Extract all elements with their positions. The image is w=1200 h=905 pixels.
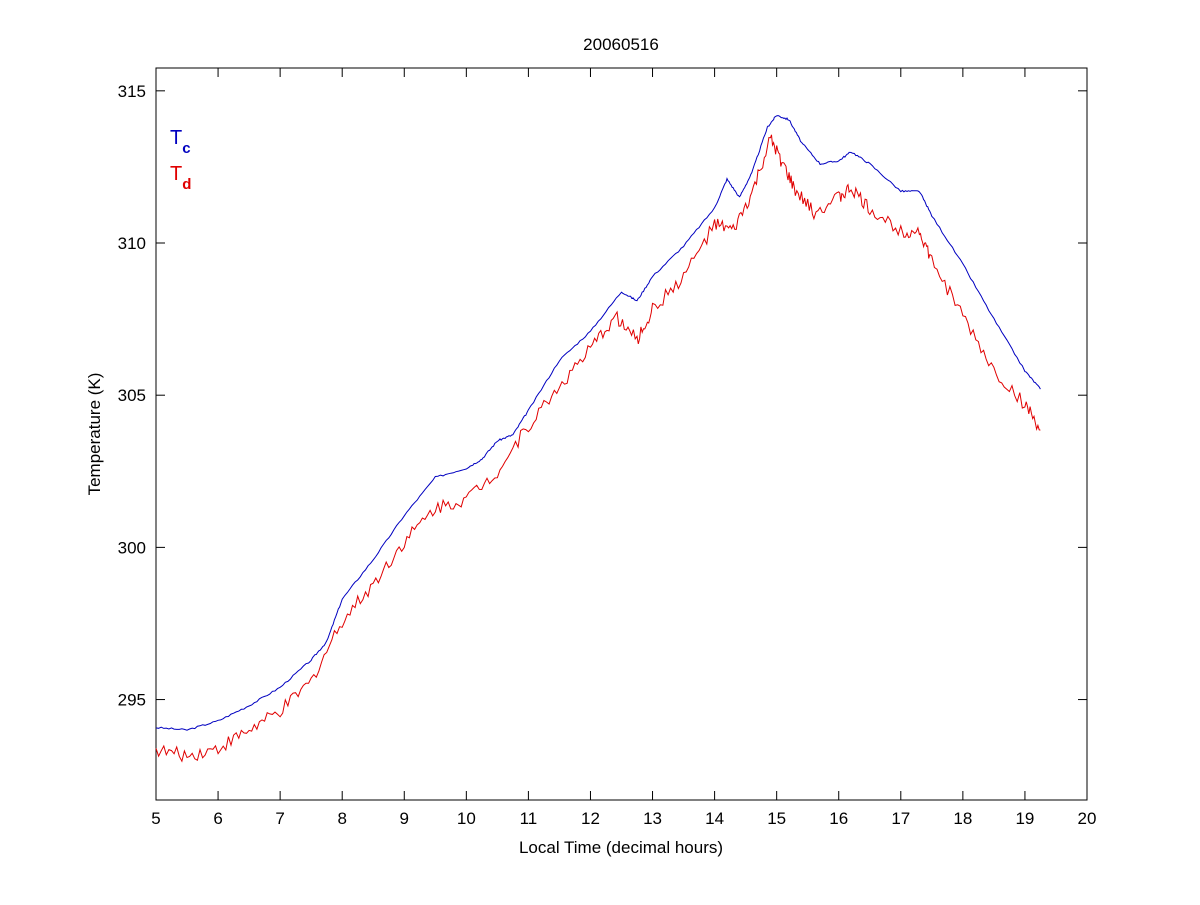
x-tick-label: 14 xyxy=(705,809,724,828)
x-tick-label: 20 xyxy=(1078,809,1097,828)
chart-title: 20060516 xyxy=(583,35,659,54)
y-tick-label: 310 xyxy=(118,234,146,253)
legend-entry-td: Td xyxy=(170,163,191,193)
series-line-td xyxy=(155,134,1041,763)
legend-tc-sub: c xyxy=(182,140,190,157)
x-axis-label: Local Time (decimal hours) xyxy=(519,838,723,857)
x-tick-label: 10 xyxy=(457,809,476,828)
x-tick-label: 6 xyxy=(213,809,222,828)
x-tick-label: 18 xyxy=(953,809,972,828)
series-line-tc xyxy=(155,115,1041,731)
legend: Tc Td xyxy=(170,127,191,193)
y-axis-label: Temperature (K) xyxy=(85,373,104,496)
x-tick-label: 16 xyxy=(829,809,848,828)
x-tick-label: 9 xyxy=(400,809,409,828)
y-tick-label: 315 xyxy=(118,82,146,101)
y-tick-label: 295 xyxy=(118,691,146,710)
x-tick-label: 15 xyxy=(767,809,786,828)
x-tick-label: 12 xyxy=(581,809,600,828)
series-layer xyxy=(155,115,1041,763)
x-tick-label: 19 xyxy=(1015,809,1034,828)
x-tick-label: 8 xyxy=(337,809,346,828)
y-tick-label: 300 xyxy=(118,538,146,557)
x-tick-label: 11 xyxy=(520,809,538,828)
legend-td-sub: d xyxy=(182,176,191,193)
legend-td-main: T xyxy=(170,163,182,185)
legend-entry-tc: Tc xyxy=(170,127,191,157)
legend-tc-main: T xyxy=(170,127,182,149)
x-tick-label: 5 xyxy=(151,809,160,828)
axes: 5 6 7 8 9 10 11 12 13 14 15 16 17 18 19 20 295 300 305 310 3… xyxy=(118,68,1097,828)
x-tick-label: 7 xyxy=(275,809,284,828)
plot-area xyxy=(155,67,1088,801)
x-tick-label: 13 xyxy=(643,809,662,828)
x-tick-label: 17 xyxy=(891,809,910,828)
y-tick-label: 305 xyxy=(118,386,146,405)
